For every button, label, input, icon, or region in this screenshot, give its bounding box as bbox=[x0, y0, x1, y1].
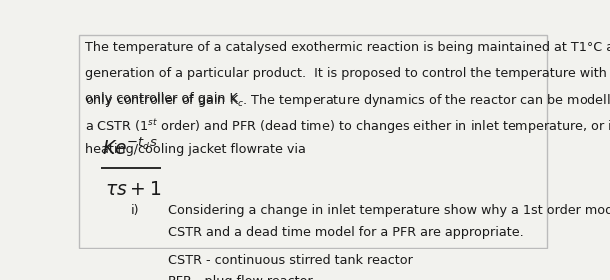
Text: $Ke^{-t_d s}$: $Ke^{-t_d s}$ bbox=[102, 137, 158, 159]
Text: generation of a particular product.  It is proposed to control the temperature w: generation of a particular product. It i… bbox=[85, 67, 610, 80]
Text: only controller of gain K$_c$. The temperature dynamics of the reactor can be mo: only controller of gain K$_c$. The tempe… bbox=[85, 92, 610, 109]
FancyBboxPatch shape bbox=[79, 35, 547, 248]
Text: The temperature of a catalysed exothermic reaction is being maintained at T1°C a: The temperature of a catalysed exothermi… bbox=[85, 41, 610, 54]
Text: heating/cooling jacket flowrate via: heating/cooling jacket flowrate via bbox=[85, 143, 306, 156]
Text: a CSTR (1$^{st}$ order) and PFR (dead time) to changes either in inlet temperatu: a CSTR (1$^{st}$ order) and PFR (dead ti… bbox=[85, 118, 610, 136]
Text: CSTR and a dead time model for a PFR are appropriate.: CSTR and a dead time model for a PFR are… bbox=[168, 226, 524, 239]
Text: only controller of gain K: only controller of gain K bbox=[0, 279, 1, 280]
Text: $\tau s+1$: $\tau s+1$ bbox=[105, 180, 161, 199]
Text: Considering a change in inlet temperature show why a 1st order model for a: Considering a change in inlet temperatur… bbox=[168, 204, 610, 217]
Text: only controller of gain K: only controller of gain K bbox=[85, 92, 237, 105]
Text: CSTR - continuous stirred tank reactor: CSTR - continuous stirred tank reactor bbox=[168, 253, 414, 267]
Text: PFR - plug flow reactor: PFR - plug flow reactor bbox=[168, 275, 313, 280]
Text: i): i) bbox=[131, 204, 139, 217]
